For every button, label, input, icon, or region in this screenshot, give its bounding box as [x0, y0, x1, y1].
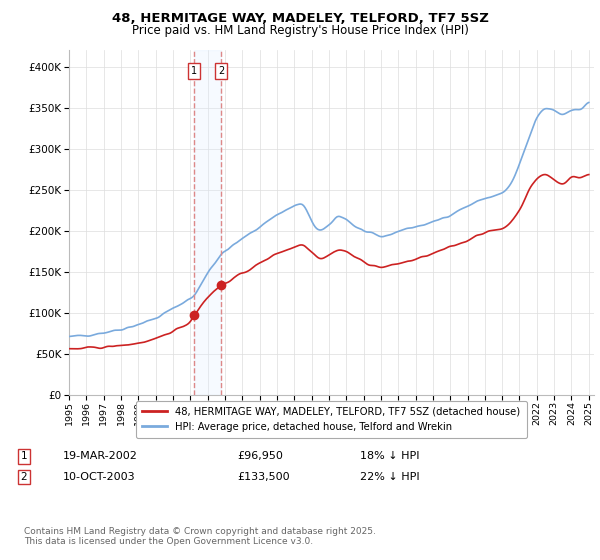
Text: £96,950: £96,950 — [237, 451, 283, 461]
Text: Contains HM Land Registry data © Crown copyright and database right 2025.
This d: Contains HM Land Registry data © Crown c… — [24, 526, 376, 546]
Text: 48, HERMITAGE WAY, MADELEY, TELFORD, TF7 5SZ: 48, HERMITAGE WAY, MADELEY, TELFORD, TF7… — [112, 12, 488, 25]
Text: 1: 1 — [191, 66, 197, 76]
Text: 1: 1 — [20, 451, 28, 461]
Text: 19-MAR-2002: 19-MAR-2002 — [63, 451, 138, 461]
Text: 2: 2 — [218, 66, 224, 76]
Text: Price paid vs. HM Land Registry's House Price Index (HPI): Price paid vs. HM Land Registry's House … — [131, 24, 469, 36]
Text: 10-OCT-2003: 10-OCT-2003 — [63, 472, 136, 482]
Text: 18% ↓ HPI: 18% ↓ HPI — [360, 451, 419, 461]
Text: 22% ↓ HPI: 22% ↓ HPI — [360, 472, 419, 482]
Text: 2: 2 — [20, 472, 28, 482]
Text: £133,500: £133,500 — [237, 472, 290, 482]
Legend: 48, HERMITAGE WAY, MADELEY, TELFORD, TF7 5SZ (detached house), HPI: Average pric: 48, HERMITAGE WAY, MADELEY, TELFORD, TF7… — [136, 401, 527, 438]
Bar — [194, 50, 221, 395]
